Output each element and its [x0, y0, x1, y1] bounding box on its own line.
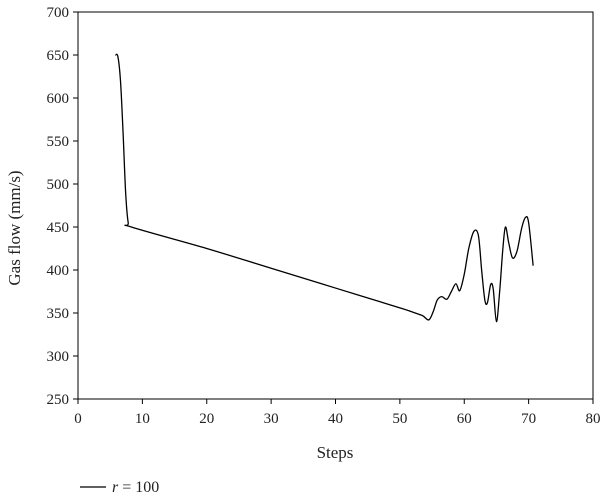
- x-tick-label: 50: [392, 411, 407, 427]
- x-tick-label: 10: [135, 411, 150, 427]
- y-tick-label: 250: [47, 392, 70, 408]
- y-tick-label: 450: [47, 220, 70, 236]
- x-axis-label: Steps: [317, 443, 354, 462]
- x-tick-label: 0: [74, 411, 82, 427]
- legend: r = 100: [80, 479, 159, 496]
- plot-frame: [77, 11, 594, 400]
- y-tick-label: 300: [47, 349, 70, 365]
- y-tick-label: 400: [47, 263, 70, 279]
- x-tick-label: 20: [199, 411, 214, 427]
- y-tick-label: 650: [47, 48, 70, 64]
- legend-label: r = 100: [112, 479, 159, 496]
- y-tick-label: 700: [47, 5, 70, 21]
- y-axis-label: Gas flow (mm/s): [5, 170, 24, 285]
- y-tick-label: 500: [47, 177, 70, 193]
- x-axis-ticks: 0 10 20 30 40 50 60 70 80: [74, 399, 600, 427]
- x-tick-label: 80: [586, 411, 600, 427]
- y-tick-label: 350: [47, 306, 70, 322]
- y-axis-ticks: 250 300 350 400 450 500 550 600 650 700: [47, 5, 78, 408]
- plot-area-border: [77, 11, 594, 400]
- legend-var: r: [112, 479, 119, 496]
- y-tick-label: 600: [47, 91, 70, 107]
- legend-rest: = 100: [118, 479, 159, 496]
- series-line-r-100: [114, 53, 534, 323]
- x-tick-label: 40: [328, 411, 343, 427]
- x-tick-label: 30: [264, 411, 279, 427]
- y-tick-label: 550: [47, 134, 70, 150]
- x-tick-label: 70: [521, 411, 536, 427]
- x-tick-label: 60: [457, 411, 472, 427]
